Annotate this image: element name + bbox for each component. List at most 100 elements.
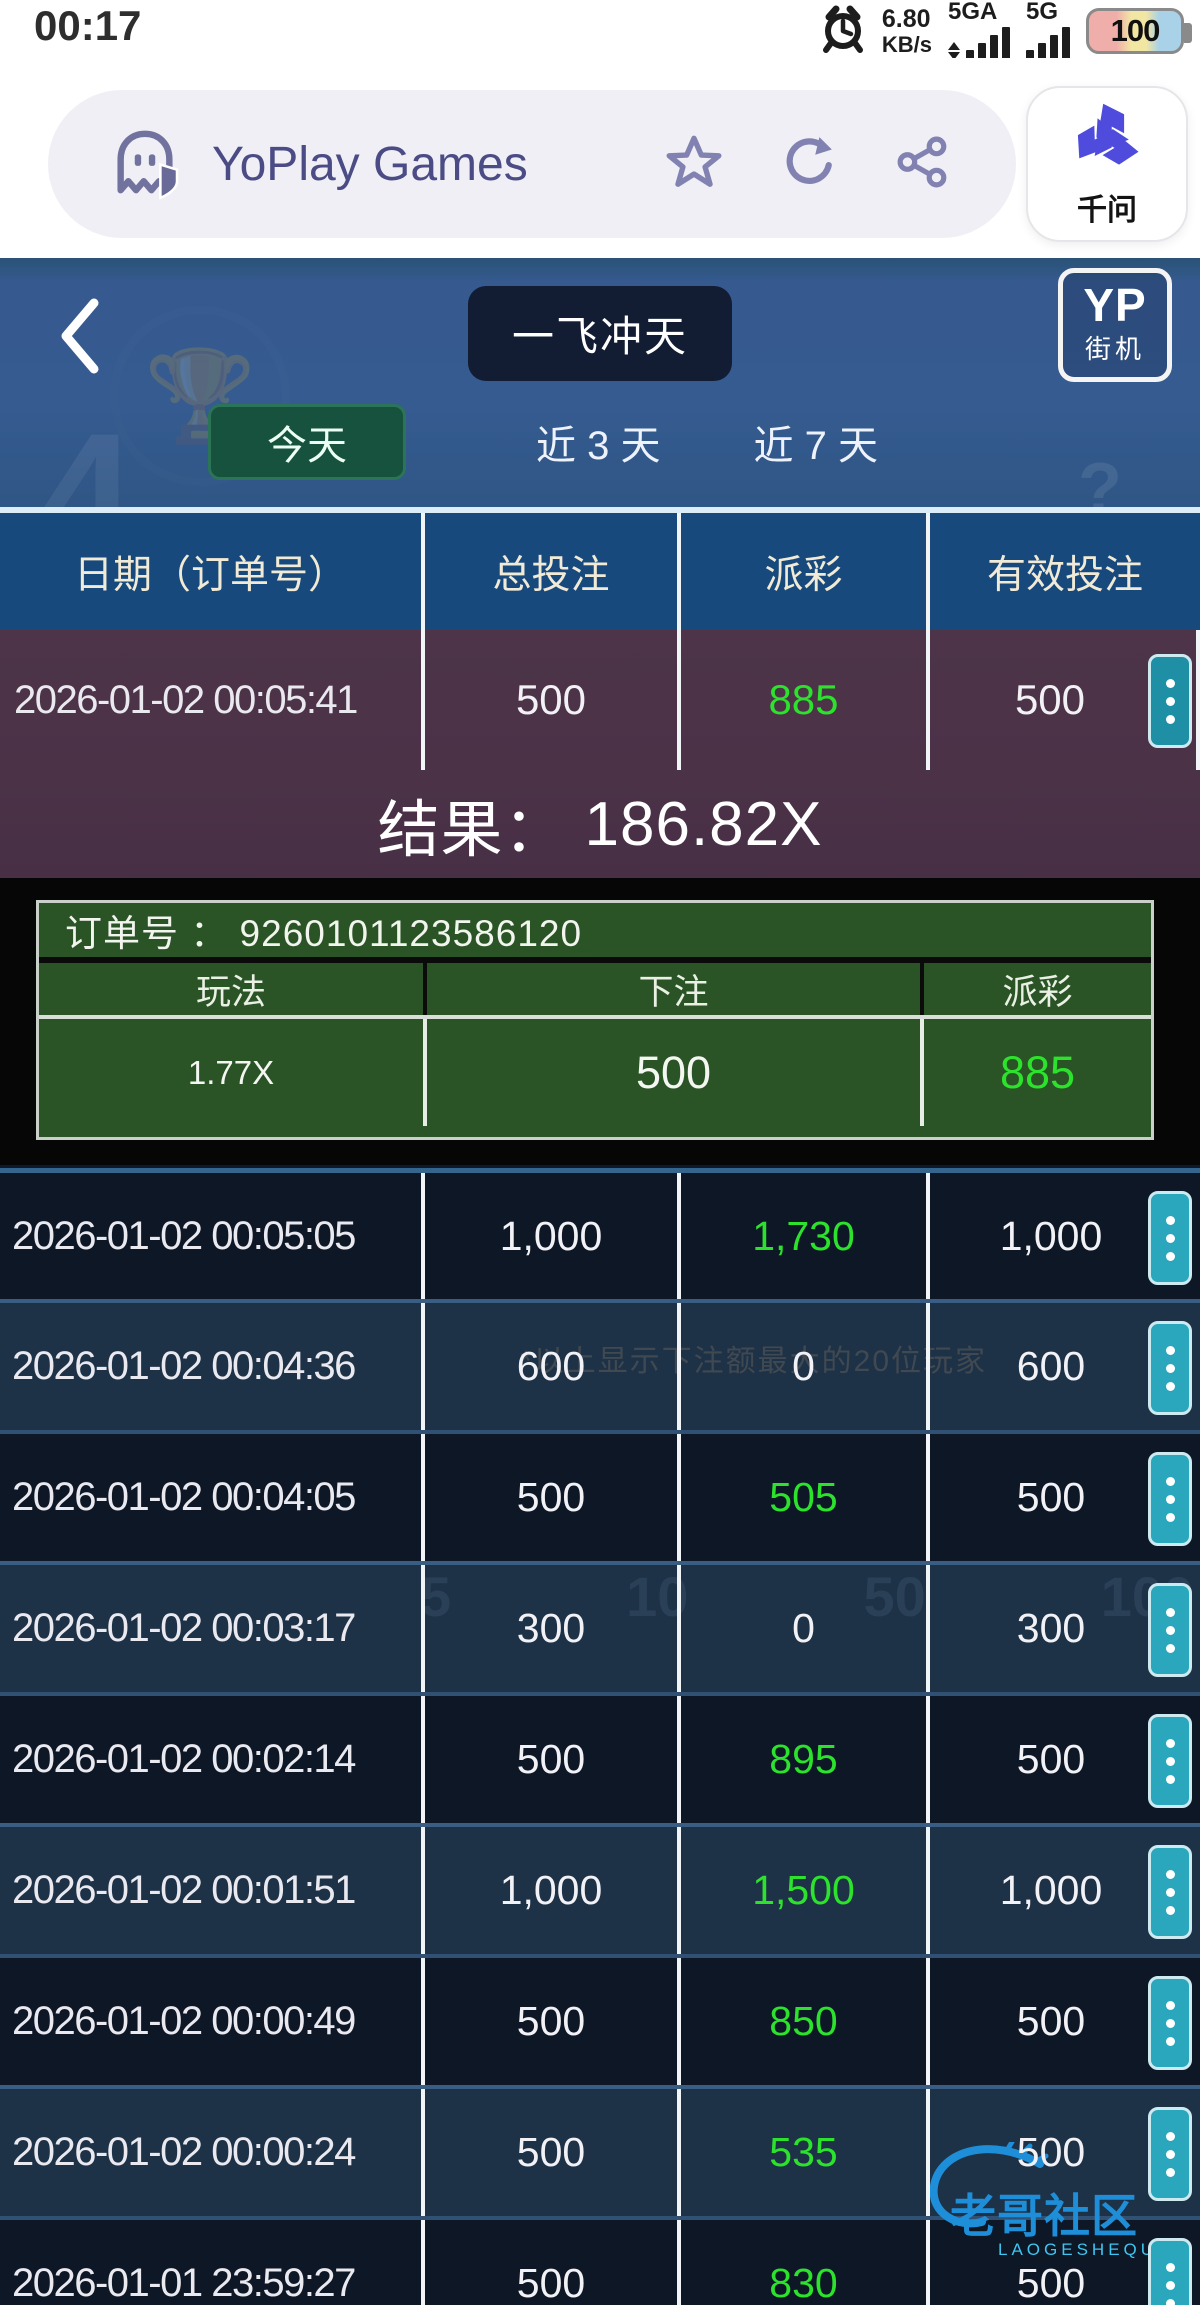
table-row[interactable]: 2026-01-01 23:59:27 500 830 500 [0, 2216, 1200, 2305]
row-date: 2026-01-02 00:05:41 [0, 630, 425, 770]
table-row[interactable]: 2026-01-02 00:01:51 1,000 1,500 1,000 [0, 1823, 1200, 1954]
selected-row-block: 2026-01-02 00:05:41 500 885 500 结果： 186.… [0, 630, 1200, 878]
table-row[interactable]: 2026-01-02 00:00:24 500 535 500 [0, 2085, 1200, 2216]
row-menu-button[interactable] [1148, 1845, 1192, 1939]
table-row[interactable]: 2026-01-02 00:04:05 500 505 500 [0, 1430, 1200, 1561]
header-valid-bet: 有效投注 [986, 553, 1143, 597]
share-icon[interactable] [896, 135, 950, 194]
tab-last-7-days[interactable]: 近 7 天 [753, 424, 878, 468]
header-payout: 派彩 [681, 513, 930, 630]
row-date: 2026-01-02 00:01:51 [0, 1827, 425, 1954]
row-menu-button[interactable] [1148, 1191, 1192, 1285]
row-valid-bet: 500 [1016, 2260, 1086, 2305]
row-date: 2026-01-02 00:04:05 [0, 1434, 425, 1561]
detail-header-row: 玩法 下注 派彩 [39, 963, 1151, 1019]
row-payout: 1,500 [681, 1827, 930, 1954]
browser-toolbar: YoPlay Games [0, 58, 1200, 258]
row-menu-button[interactable] [1148, 1714, 1192, 1808]
row-payout: 895 [681, 1696, 930, 1823]
table-row[interactable]: 2026-01-02 00:03:17 300 0 300 [0, 1561, 1200, 1692]
chip-value: 50 [863, 1565, 926, 1628]
round-result: 结果： 186.82X [0, 770, 1200, 878]
tab-last-3-days[interactable]: 近 3 天 [536, 424, 661, 468]
row-valid-bet: 1,000 [999, 1212, 1103, 1259]
qwen-assistant-button[interactable]: 千问 [1026, 86, 1188, 242]
row-valid-bet: 500 [1016, 2129, 1086, 2175]
detail-header-play: 玩法 [39, 963, 427, 1015]
address-bar[interactable]: YoPlay Games [48, 90, 1016, 238]
row-valid-bet: 1,000 [999, 1867, 1103, 1913]
row-total-bet: 1,000 [425, 1173, 681, 1299]
logo-line1: YP [1083, 278, 1147, 331]
row-payout: 0 [681, 1303, 930, 1430]
result-value: 186.82X [584, 789, 823, 859]
history-rows: 2026-01-02 00:05:05 1,000 1,730 1,000 20… [0, 1165, 1200, 2305]
row-date: 2026-01-02 00:00:24 [0, 2089, 425, 2216]
row-total-bet: 500 [425, 1958, 681, 2085]
tab-today[interactable]: 今天 [208, 404, 406, 480]
row-valid-bet: 500 [930, 630, 1200, 770]
back-button[interactable] [50, 294, 110, 378]
detail-header-bet: 下注 [427, 963, 924, 1015]
game-title: 一飞冲天 [467, 286, 733, 381]
row-total-bet: 500 [425, 1696, 681, 1823]
sim1-signal: 5GA [948, 0, 1010, 62]
header-date: 日期（订单号） [0, 513, 425, 630]
data-arrows-icon [948, 42, 960, 60]
alarm-clock-icon [820, 4, 866, 59]
refresh-icon[interactable] [782, 135, 836, 194]
speed-unit: KB/s [881, 31, 932, 57]
row-total-bet: 300 [425, 1565, 681, 1692]
signal-bars-icon [1026, 27, 1070, 62]
table-row[interactable]: 2026-01-02 00:00:49 500 850 500 [0, 1954, 1200, 2085]
row-date: 2026-01-02 00:04:36 [0, 1303, 425, 1430]
detail-data-row: 1.77X 500 885 [39, 1019, 1151, 1126]
row-payout: 1,730 [681, 1173, 930, 1299]
bookmark-star-icon[interactable] [666, 134, 722, 195]
game-header: 🏆 4 ? 一飞冲天 YP 街机 今天 近 3 天 近 7 天 [0, 258, 1200, 583]
table-row[interactable]: 2026-01-02 00:02:14 500 895 500 [0, 1692, 1200, 1823]
laoge-watermark: 老哥社区 LAOGESHEQU [929, 2139, 1200, 2260]
signal-bars-icon [966, 27, 1010, 62]
row-total-bet: 500 [425, 1434, 681, 1561]
row-menu-button[interactable] [1148, 1976, 1192, 2070]
row-menu-button[interactable] [1148, 1583, 1192, 1677]
row-valid-bet: 500 [1016, 1474, 1086, 1520]
battery-level: 100 [1110, 13, 1161, 48]
site-ghost-icon[interactable] [104, 121, 186, 208]
row-menu-button[interactable] [1148, 654, 1192, 748]
row-date: 2026-01-02 00:00:49 [0, 1958, 425, 2085]
row-total-bet: 600 [425, 1303, 681, 1430]
row-payout: 830 [681, 2220, 930, 2305]
battery-icon: 100 [1086, 8, 1192, 54]
row-payout: 0 [681, 1565, 930, 1692]
order-detail-box: 订单号 ： 9260101123586120 玩法 下注 派彩 1.77X 50… [36, 900, 1154, 1140]
dragon-swoosh-icon [922, 2139, 1052, 2247]
network-speed: 6.80 KB/s [881, 6, 932, 57]
qwen-label: 千问 [1077, 193, 1137, 227]
table-row[interactable]: 2026-01-02 00:04:36 600 0 600 [0, 1299, 1200, 1430]
result-label: 结果： [377, 796, 567, 865]
watermark-text: 老哥社区 [950, 2190, 1138, 2242]
chevron-left-icon [61, 298, 99, 374]
row-menu-button[interactable] [1148, 2107, 1192, 2201]
row-date: 2026-01-02 00:03:17 [0, 1565, 425, 1692]
table-row[interactable]: 2026-01-02 00:05:05 1,000 1,730 1,000 [0, 1168, 1200, 1299]
sim2-signal: 5G [1026, 0, 1070, 62]
header-total-bet: 总投注 [425, 513, 681, 630]
row-menu-button[interactable] [1148, 2238, 1192, 2305]
yp-arcade-logo: YP 街机 [1058, 268, 1172, 382]
row-menu-button[interactable] [1148, 1452, 1192, 1546]
status-bar: 00:17 6.80 KB/s 5GA [0, 0, 1200, 62]
table-row-selected[interactable]: 2026-01-02 00:05:41 500 885 500 [0, 630, 1200, 770]
sim1-network-label: 5GA [948, 0, 998, 25]
row-menu-button[interactable] [1148, 1321, 1192, 1415]
row-payout: 885 [681, 630, 930, 770]
row-date: 2026-01-02 00:05:05 [0, 1173, 425, 1299]
row-valid-bet: 300 [1016, 1605, 1086, 1651]
date-range-tabs: 今天 近 3 天 近 7 天 [0, 400, 1200, 484]
row-valid-bet: 500 [1016, 1736, 1086, 1782]
row-valid-bet: 600 [1016, 1343, 1086, 1389]
status-icons: 6.80 KB/s 5GA 5G [820, 0, 1192, 62]
sim2-network-label: 5G [1026, 0, 1059, 25]
